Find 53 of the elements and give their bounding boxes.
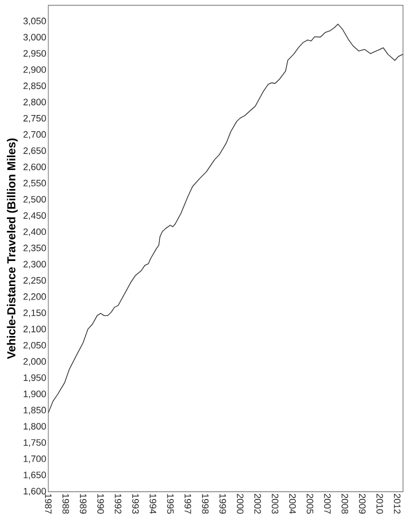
y-tick-label: 1,650 [24, 472, 46, 480]
y-tick-label: 3,050 [23, 18, 46, 26]
y-tick-label: 2,750 [23, 114, 46, 123]
y-tick-label: 2,150 [23, 310, 46, 318]
y-tick-label: 2,200 [23, 293, 46, 301]
y-tick-label: 2,350 [23, 244, 46, 252]
y-tick-label: 2,300 [23, 260, 46, 269]
y-tick-label: 1,750 [24, 439, 46, 447]
x-tick-label: 2003 [272, 494, 278, 514]
x-tick-label: 2012 [394, 494, 400, 514]
y-tick-label: 2,500 [23, 196, 46, 204]
y-tick-label: 2,850 [23, 82, 46, 90]
y-tick-label: 2,000 [23, 358, 46, 366]
y-tick-label: 1,950 [24, 374, 46, 382]
y-tick-label: 1,800 [24, 423, 46, 431]
x-tick-label: 1994 [150, 494, 156, 514]
y-tick-label: 3,000 [23, 34, 46, 42]
x-tick-label: 2002 [254, 494, 261, 514]
y-tick-label: 2,900 [23, 66, 46, 74]
x-tick-label: 1989 [80, 494, 86, 514]
x-tick-label: 1987 [45, 494, 52, 514]
y-tick-label: 1,850 [24, 406, 46, 414]
y-tick-label: 2,050 [23, 342, 46, 350]
y-tick-label: 1,600 [24, 488, 46, 496]
line-series [48, 24, 404, 414]
y-tick-label: 2,250 [23, 277, 46, 285]
y-tick-label: 2,450 [23, 212, 46, 220]
y-axis-title: Vehicle-Distance Traveled (Billion Miles) [6, 138, 18, 359]
x-tick-label: 2008 [342, 494, 348, 514]
x-tick-label: 2009 [359, 494, 366, 514]
x-tick-label: 2004 [289, 494, 296, 514]
x-tick-label: 1999 [219, 494, 226, 514]
x-tick-label: 1993 [132, 494, 139, 514]
x-tick-label: 2007 [324, 494, 331, 514]
x-tick-label: 2010 [376, 494, 384, 514]
y-tick-label: 2,800 [23, 98, 46, 106]
x-tick-label: 1992 [114, 494, 122, 514]
y-tick-label: 2,600 [23, 164, 46, 172]
y-tick-label: 2,700 [23, 131, 46, 139]
y-tick-label: 2,650 [23, 147, 46, 156]
y-tick-label: 2,400 [23, 228, 46, 236]
y-tick-label: 1,700 [24, 455, 46, 464]
x-tick-label: 2005 [306, 494, 314, 514]
x-tick-label: 1998 [202, 494, 209, 514]
y-tick-label: 2,100 [23, 326, 46, 334]
x-tick-label: 1995 [167, 494, 174, 514]
x-tick-label: 1997 [184, 494, 192, 514]
y-tick-label: 2,950 [23, 50, 46, 58]
x-tick-label: 2000 [236, 494, 244, 514]
x-tick-label: 1990 [97, 494, 104, 514]
x-tick-label: 1988 [62, 494, 70, 514]
y-tick-label: 2,550 [23, 180, 46, 188]
y-tick-label: 1,900 [24, 390, 46, 398]
